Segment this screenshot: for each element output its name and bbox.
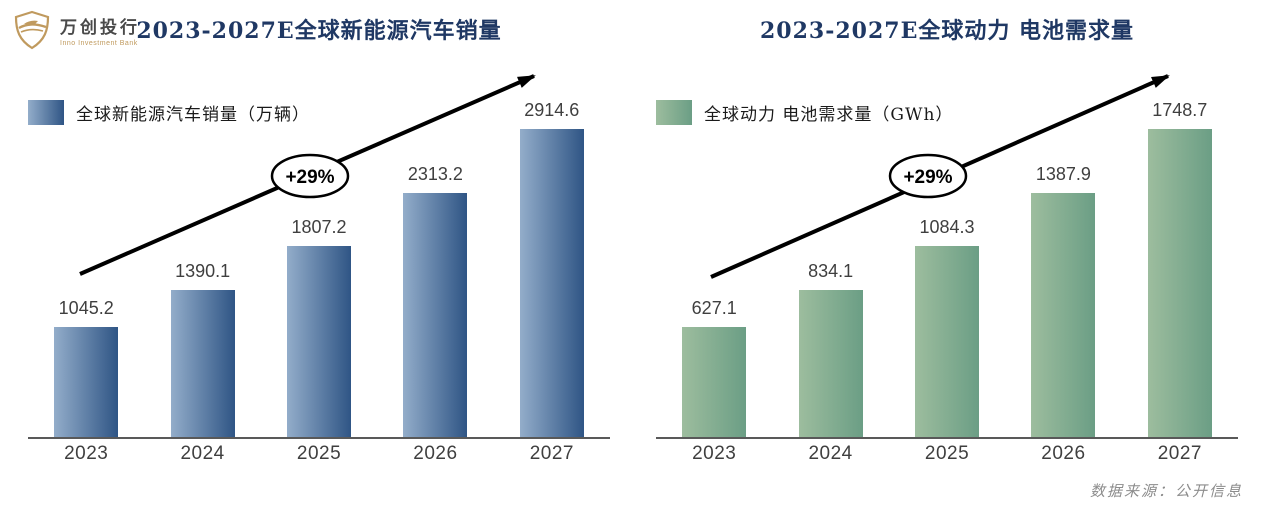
bar-value-label: 1084.3 <box>919 217 975 238</box>
logo-text: 万创投行 Inno Investment Bank <box>60 13 140 47</box>
bar-value-label: 1807.2 <box>291 217 347 238</box>
bar-2027 <box>519 129 584 437</box>
x-axis-label-2026: 2026 <box>413 443 458 464</box>
nev-legend-label: 全球新能源汽车销量（万辆） <box>76 105 310 125</box>
nev-x-axis: 2023 2024 2025 2026 2027 <box>28 443 610 465</box>
battery-chart-title: 2023-2027E全球动力 电池需求量 <box>759 18 1135 44</box>
battery-legend-swatch <box>656 100 692 125</box>
bar-value-label: 1390.1 <box>175 261 231 282</box>
bar-value-label: 2914.6 <box>524 100 580 120</box>
bar-2026 <box>1031 192 1096 437</box>
nev-legend: 全球新能源汽车销量（万辆） <box>28 100 310 125</box>
battery-demand-chart-panel: 2023-2027E全球动力 电池需求量 全球动力 电池需求量（GWh） +29… <box>656 8 1238 465</box>
nev-chart-title: 2023-2027E全球新能源汽车销量 <box>136 18 502 44</box>
logo-name-en: Inno Investment Bank <box>60 40 138 47</box>
bar-2023 <box>682 326 747 437</box>
bar-2026 <box>403 192 468 437</box>
bar-value-label: 1748.7 <box>1152 100 1208 120</box>
battery-legend: 全球动力 电池需求量（GWh） <box>656 100 953 125</box>
x-axis-label-2027: 2027 <box>1157 443 1202 464</box>
battery-x-axis: 2023 2024 2025 2026 2027 <box>656 443 1238 465</box>
bar-2025 <box>915 246 979 437</box>
nev-sales-chart-panel: 2023-2027E全球新能源汽车销量 全球新能源汽车销量（万辆） +29% 1… <box>28 8 610 465</box>
bar-value-label: 2313.2 <box>407 163 463 184</box>
data-source-note: 数据来源：公开信息 <box>1089 482 1243 500</box>
bar-2027 <box>1147 129 1212 437</box>
nev-chart-plot-area: 全球新能源汽车销量（万辆） +29% 1045.2 1390.1 1807.2 231… <box>28 60 610 439</box>
battery-chart-plot-area: 全球动力 电池需求量（GWh） +29% 627.1 834.1 1084.3 138… <box>656 60 1238 439</box>
bar-value-label: 1387.9 <box>1035 163 1091 184</box>
x-axis-label-2027: 2027 <box>529 443 574 464</box>
x-axis-label-2025: 2025 <box>924 443 970 464</box>
x-axis-label-2024: 2024 <box>808 443 853 464</box>
bar-2024 <box>170 290 235 437</box>
x-axis-label-2026: 2026 <box>1041 443 1086 464</box>
x-axis-label-2023: 2023 <box>692 443 737 464</box>
bar-value-label: 1045.2 <box>58 297 114 318</box>
x-axis-label-2024: 2024 <box>180 443 225 464</box>
bar-2024 <box>798 290 863 437</box>
x-axis-label-2023: 2023 <box>64 443 109 464</box>
bar-2023 <box>54 326 119 437</box>
bar-2025 <box>287 246 351 437</box>
nev-legend-swatch <box>28 100 64 125</box>
shield-horse-icon <box>14 10 50 50</box>
bar-value-label: 627.1 <box>691 297 737 318</box>
brand-logo: 万创投行 Inno Investment Bank <box>12 10 140 50</box>
x-axis-label-2025: 2025 <box>296 443 342 464</box>
logo-name-cn: 万创投行 <box>60 18 140 38</box>
bar-value-label: 834.1 <box>808 261 854 282</box>
battery-legend-label: 全球动力 电池需求量（GWh） <box>704 105 954 125</box>
